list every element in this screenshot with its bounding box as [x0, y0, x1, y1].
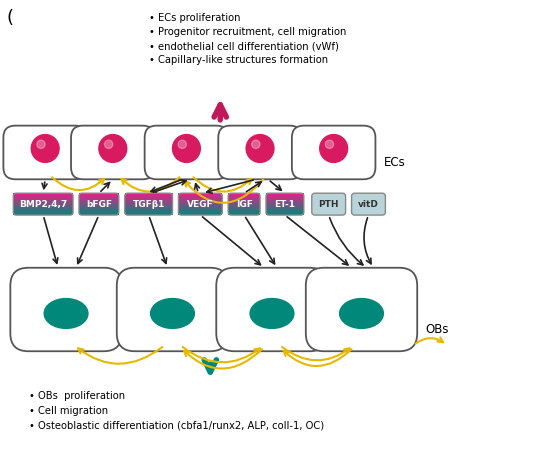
Text: BMP2,4,7: BMP2,4,7	[19, 200, 67, 209]
Ellipse shape	[250, 299, 294, 328]
Text: • endothelial cell differentiation (vWf): • endothelial cell differentiation (vWf)	[149, 41, 339, 51]
Text: bFGF: bFGF	[86, 200, 112, 209]
Circle shape	[325, 140, 334, 148]
Text: • Cell migration: • Cell migration	[29, 406, 109, 416]
FancyBboxPatch shape	[117, 268, 228, 351]
Circle shape	[172, 134, 200, 163]
Text: • OBs  proliferation: • OBs proliferation	[29, 391, 125, 401]
Circle shape	[320, 134, 348, 163]
Circle shape	[246, 134, 274, 163]
Text: (: (	[6, 10, 13, 27]
FancyBboxPatch shape	[312, 193, 346, 215]
FancyBboxPatch shape	[218, 126, 302, 179]
Text: TGFβ1: TGFβ1	[133, 200, 165, 209]
Circle shape	[31, 134, 59, 163]
Ellipse shape	[44, 299, 88, 328]
Circle shape	[178, 140, 186, 148]
Ellipse shape	[340, 299, 384, 328]
Text: ECs: ECs	[384, 156, 405, 169]
Text: • Progenitor recruitment, cell migration: • Progenitor recruitment, cell migration	[149, 27, 346, 37]
FancyBboxPatch shape	[351, 193, 385, 215]
Text: IGF: IGF	[236, 200, 253, 209]
Ellipse shape	[151, 299, 194, 328]
Text: • Osteoblastic differentiation (cbfa1/runx2, ALP, coll-1, OC): • Osteoblastic differentiation (cbfa1/ru…	[29, 421, 324, 431]
Circle shape	[104, 140, 113, 148]
Text: vitD: vitD	[358, 200, 379, 209]
Text: • ECs proliferation: • ECs proliferation	[149, 13, 240, 23]
FancyBboxPatch shape	[3, 126, 87, 179]
Text: OBs: OBs	[425, 323, 449, 336]
FancyBboxPatch shape	[292, 126, 376, 179]
Text: PTH: PTH	[318, 200, 339, 209]
Text: • Capillary-like structures formation: • Capillary-like structures formation	[149, 55, 328, 65]
FancyBboxPatch shape	[10, 268, 122, 351]
FancyBboxPatch shape	[144, 126, 228, 179]
Circle shape	[99, 134, 127, 163]
FancyBboxPatch shape	[306, 268, 417, 351]
FancyBboxPatch shape	[216, 268, 327, 351]
Text: ET-1: ET-1	[274, 200, 295, 209]
FancyBboxPatch shape	[71, 126, 155, 179]
Text: VEGF: VEGF	[187, 200, 213, 209]
Circle shape	[37, 140, 45, 148]
Circle shape	[251, 140, 260, 148]
